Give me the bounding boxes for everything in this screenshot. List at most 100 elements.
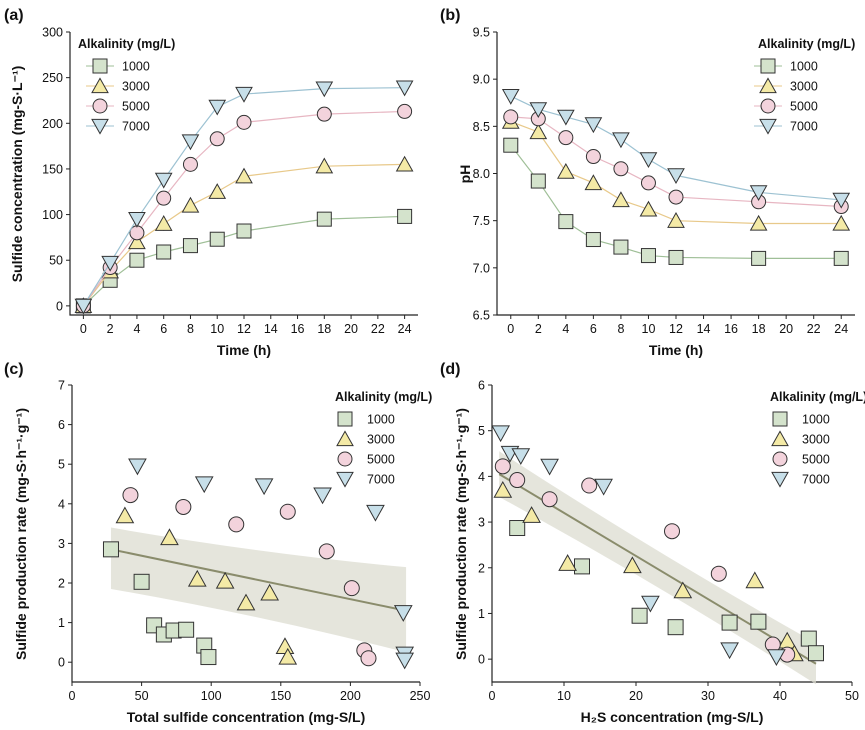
data-point <box>556 109 575 126</box>
data-point <box>581 477 598 494</box>
legend: Alkalinity (mg/L) 1000 3000 5000 7000 <box>754 37 855 135</box>
x-tick-label: 2 <box>535 322 542 336</box>
data-point <box>503 137 519 153</box>
data-point <box>668 189 684 205</box>
x-tick-label: 22 <box>371 322 385 336</box>
data-point <box>235 167 253 184</box>
data-point <box>529 102 548 119</box>
panel-d: (d) 0 10 20 30 40 50 0 1 2 3 4 5 6 H₂S concentration (… <box>440 361 865 725</box>
data-point <box>509 520 526 537</box>
panel-label: (c) <box>4 361 24 378</box>
data-point <box>156 190 172 206</box>
data-point <box>522 506 541 523</box>
data-point <box>74 298 93 315</box>
x-tick-label: 0 <box>507 322 514 336</box>
legend-marker-7000 <box>759 118 777 135</box>
data-point <box>393 605 413 622</box>
x-tick-label: 6 <box>160 322 167 336</box>
data-point <box>558 130 574 146</box>
y-tick-label: 5 <box>478 424 485 438</box>
x-tick-label: 12 <box>669 322 683 336</box>
legend-marker-3000 <box>336 430 354 447</box>
data-point <box>751 250 767 266</box>
data-point <box>128 458 147 476</box>
x-tick-label: 50 <box>845 689 859 703</box>
x-tick-label: 8 <box>617 322 624 336</box>
fit-line <box>110 548 407 612</box>
y-tick-label: 6.5 <box>473 309 490 323</box>
data-point <box>395 80 414 97</box>
series-5000 <box>75 103 413 314</box>
legend-title: Alkalinity (mg/L) <box>758 37 855 51</box>
data-point <box>313 487 332 505</box>
x-tick-label: 4 <box>562 322 569 336</box>
x-tick-label: 20 <box>344 322 358 336</box>
y-tick-label: 0 <box>56 299 63 313</box>
y-axis-label: Sulfide concentration (mg-S·L⁻¹) <box>9 66 25 283</box>
data-point <box>260 583 280 601</box>
legend-marker-1000 <box>760 58 776 74</box>
panel-label: (b) <box>440 7 460 24</box>
data-point <box>208 99 227 116</box>
legend-label-3000: 3000 <box>367 433 395 447</box>
data-point <box>343 580 360 597</box>
data-point <box>584 174 603 191</box>
data-point <box>767 649 786 667</box>
data-point <box>395 652 415 670</box>
data-point <box>574 558 590 575</box>
data-point <box>181 134 200 151</box>
panel-label: (d) <box>440 361 460 378</box>
data-point <box>503 109 519 125</box>
x-tick-label: 50 <box>135 689 149 703</box>
y-tick-label: 0 <box>478 653 485 667</box>
data-point <box>749 185 768 202</box>
data-point <box>558 554 577 571</box>
x-tick-label: 24 <box>398 322 412 336</box>
data-point <box>209 131 225 147</box>
data-point <box>254 478 274 496</box>
legend-label-1000: 1000 <box>367 413 395 427</box>
data-point <box>278 647 298 665</box>
data-point <box>509 472 526 489</box>
y-tick-label: 4 <box>58 497 65 511</box>
data-point <box>156 244 172 260</box>
data-point <box>612 191 630 208</box>
x-axis-label: Time (h) <box>649 342 703 358</box>
data-point <box>316 211 332 227</box>
y-tick-label: 150 <box>42 162 63 176</box>
y-tick-label: 6 <box>478 379 485 393</box>
data-point <box>594 478 613 496</box>
y-axis-label: Sulfide production rate (mg-S·h⁻¹·g⁻¹) <box>13 408 29 660</box>
series-3000 <box>501 112 851 231</box>
data-point <box>316 106 332 122</box>
data-point <box>800 630 817 647</box>
legend-marker-3000 <box>759 77 777 94</box>
x-tick-label: 18 <box>317 322 331 336</box>
legend-title: Alkalinity (mg/L) <box>78 37 175 51</box>
x-tick-label: 24 <box>834 322 848 336</box>
data-point <box>194 476 214 494</box>
data-point <box>182 156 198 172</box>
legend-marker-5000 <box>760 98 776 114</box>
data-point <box>511 448 531 465</box>
data-point <box>236 593 256 611</box>
data-point <box>584 117 603 134</box>
data-point <box>315 81 334 98</box>
data-point <box>494 458 511 475</box>
data-point <box>639 200 658 217</box>
data-point <box>175 498 192 515</box>
x-tick-label: 4 <box>133 322 140 336</box>
data-point <box>641 595 660 613</box>
data-point <box>133 573 150 590</box>
legend-marker-7000 <box>771 471 789 488</box>
data-point <box>182 238 198 254</box>
data-point <box>178 621 195 638</box>
legend-label-1000: 1000 <box>122 60 150 74</box>
data-point <box>667 168 685 185</box>
x-tick-label: 10 <box>642 322 656 336</box>
series-5000 <box>122 487 377 667</box>
legend-marker-1000 <box>337 411 353 427</box>
x-tick-label: 8 <box>187 322 194 336</box>
y-tick-label: 8.5 <box>473 120 490 134</box>
y-tick-label: 8.0 <box>473 167 490 181</box>
